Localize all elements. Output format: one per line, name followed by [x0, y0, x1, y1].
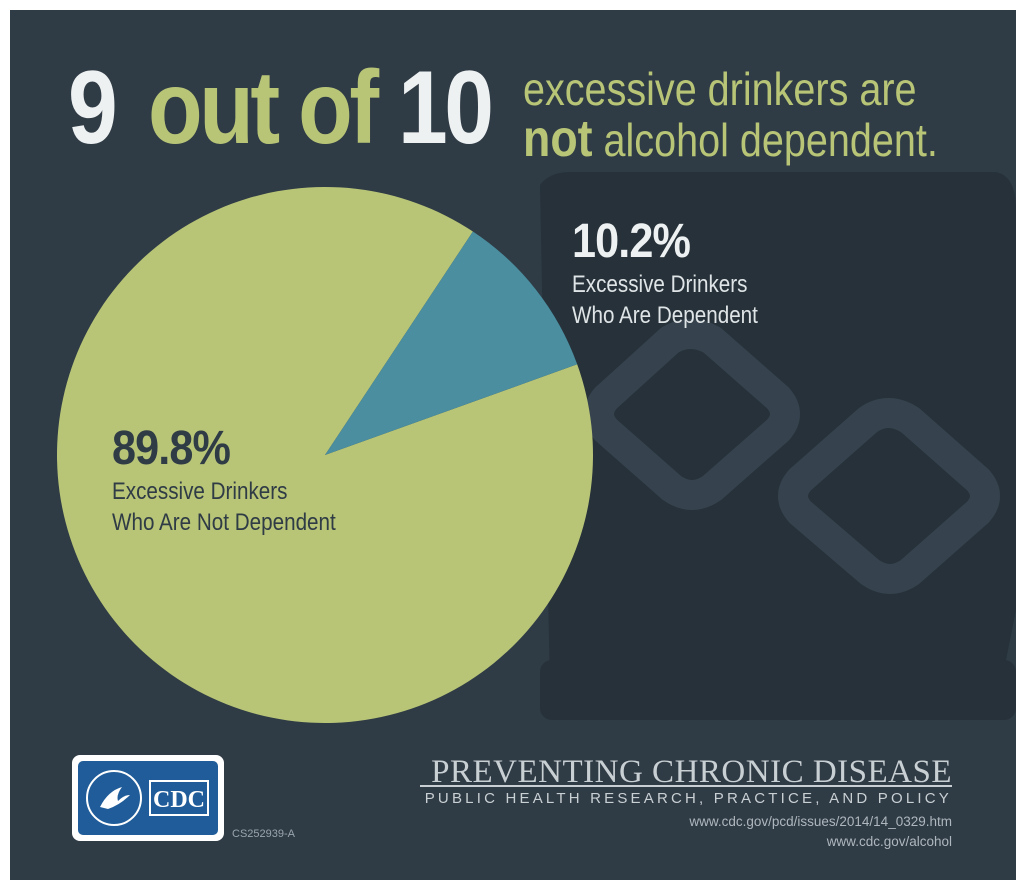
- slice-label-not-dependent: 89.8% Excessive Drinkers Who Are Not Dep…: [112, 422, 372, 538]
- hhs-eagle-icon: CDC: [86, 770, 209, 826]
- document-code: CS252939-A: [232, 828, 295, 840]
- slice-desc-line2: Who Are Dependent: [572, 302, 758, 329]
- ice-cube-icon: [584, 319, 800, 510]
- ice-cube-icon: [778, 398, 1000, 594]
- pie-slice-dependent: [325, 231, 578, 455]
- headline: 9 out of 10 excessive drinkers are not a…: [68, 48, 1008, 178]
- headline-line2: not alcohol dependent.: [523, 113, 938, 166]
- slice-label-dependent: 10.2% Excessive Drinkers Who Are Depende…: [572, 215, 788, 331]
- publication-tagline: PUBLIC HEALTH RESEARCH, PRACTICE, AND PO…: [424, 790, 952, 807]
- slice-percent-not-dependent: 89.8%: [112, 422, 231, 475]
- pie-slice-not-dependent: [57, 187, 593, 724]
- headline-line2-rest: alcohol dependent.: [592, 114, 938, 166]
- headline-ten: 10: [398, 50, 494, 166]
- headline-line1: excessive drinkers are: [523, 63, 917, 115]
- slice-desc-line1: Excessive Drinkers: [572, 271, 748, 298]
- publication-title: PREVENTING CHRONIC DISEASE: [431, 754, 952, 790]
- headline-nine: 9: [68, 50, 118, 166]
- infographic-panel: 9 out of 10 excessive drinkers are not a…: [10, 10, 1016, 880]
- glass-illustration-icon: [540, 172, 1016, 720]
- headline-not: not: [523, 110, 593, 168]
- slice-percent-dependent: 10.2%: [572, 215, 691, 268]
- url-link-pcd[interactable]: www.cdc.gov/pcd/issues/2014/14_0329.htm: [689, 814, 952, 829]
- headline-out-of: out of: [148, 50, 379, 166]
- slice-desc-line1: Excessive Drinkers: [112, 478, 288, 505]
- url-link-alcohol[interactable]: www.cdc.gov/alcohol: [826, 834, 952, 849]
- divider: [420, 785, 952, 787]
- cdc-logo: CDC: [72, 755, 224, 841]
- cdc-logo-text: CDC: [153, 787, 205, 813]
- pie-chart: [57, 187, 593, 724]
- slice-desc-line2: Who Are Not Dependent: [112, 509, 336, 536]
